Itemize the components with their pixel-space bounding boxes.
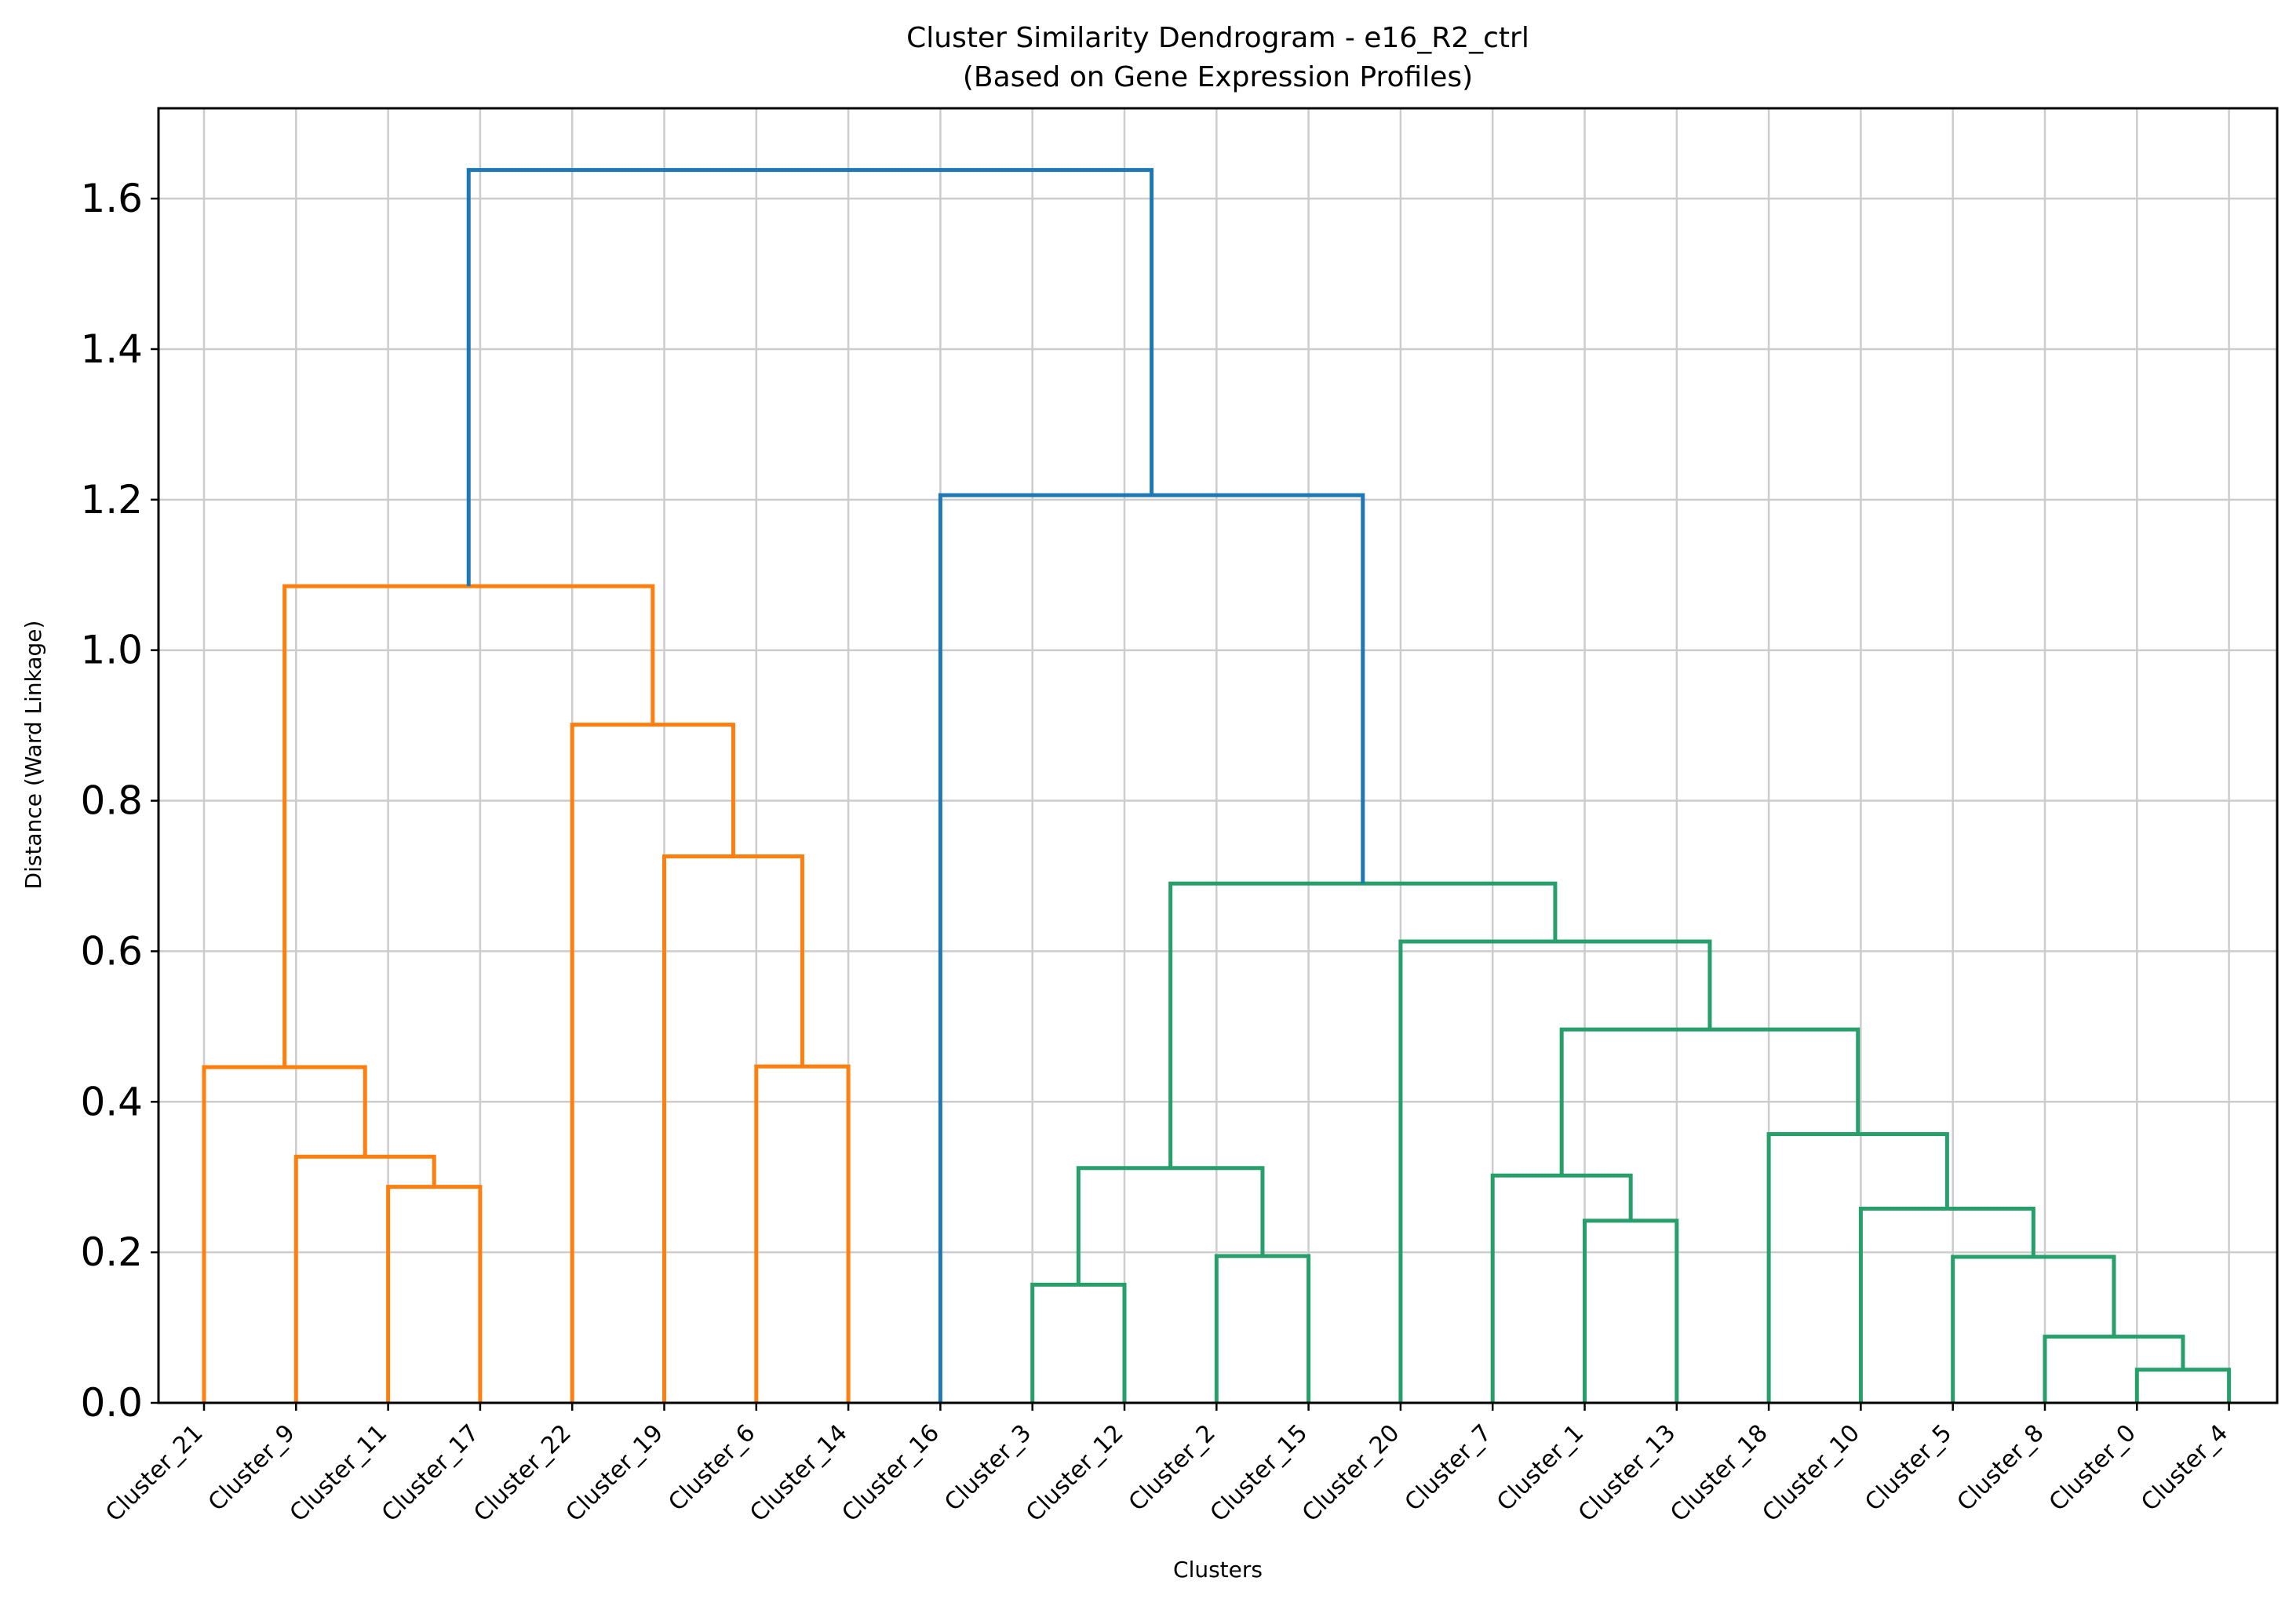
x-tick-label: Cluster_7 bbox=[1400, 1419, 1497, 1517]
x-tick-label: Cluster_13 bbox=[1573, 1419, 1682, 1528]
y-tick-label: 1.0 bbox=[80, 628, 143, 673]
y-tick-label: 0.8 bbox=[80, 778, 143, 824]
dendrogram-link-m1 bbox=[386, 1185, 483, 1403]
dendrogram-link-m2 bbox=[293, 1154, 436, 1403]
dendrogram-link-m3 bbox=[202, 1065, 367, 1403]
x-tick-label: Cluster_15 bbox=[1205, 1419, 1314, 1528]
plot-frame bbox=[157, 107, 2279, 1404]
dendrogram-link-m12 bbox=[1490, 1173, 1633, 1403]
dendrogram-link-m13 bbox=[2134, 1368, 2232, 1403]
x-tick-label: Cluster_1 bbox=[1492, 1419, 1589, 1517]
x-tick-label: Cluster_6 bbox=[663, 1419, 760, 1517]
dendrogram-link-m7 bbox=[282, 584, 655, 1068]
dendrogram-link-m20 bbox=[1168, 881, 1558, 1168]
x-tick-label: Cluster_22 bbox=[468, 1419, 577, 1528]
dendrogram-link-m15 bbox=[1951, 1255, 2116, 1403]
dendrogram-link-m16 bbox=[1858, 1207, 2035, 1403]
y-tick-label: 1.6 bbox=[80, 176, 143, 221]
x-tick-label: Cluster_18 bbox=[1665, 1419, 1773, 1528]
x-tick-label: Cluster_14 bbox=[745, 1419, 853, 1528]
chart-subtitle: (Based on Gene Expression Profiles) bbox=[963, 61, 1473, 93]
x-tick-label: Cluster_20 bbox=[1297, 1419, 1405, 1528]
dendrogram-link-m4 bbox=[754, 1064, 851, 1403]
dendrogram-link-m18 bbox=[1559, 1027, 1860, 1176]
x-tick-label: Cluster_16 bbox=[836, 1419, 945, 1528]
y-tick-label: 0.0 bbox=[80, 1380, 143, 1426]
dendrogram-links bbox=[202, 168, 2232, 1403]
y-tick-label: 1.2 bbox=[80, 477, 143, 523]
x-tick-label: Cluster_10 bbox=[1757, 1419, 1865, 1528]
dendrogram-link-m9 bbox=[1214, 1254, 1311, 1403]
y-tick-label: 0.2 bbox=[80, 1229, 143, 1275]
x-tick-label: Cluster_9 bbox=[203, 1419, 301, 1517]
x-tick-label: Cluster_11 bbox=[285, 1419, 393, 1528]
x-tick-label: Cluster_12 bbox=[1021, 1419, 1129, 1528]
dendrogram-link-m19 bbox=[1398, 939, 1712, 1403]
x-tick-label: Cluster_3 bbox=[939, 1419, 1037, 1517]
x-tick-label: Cluster_2 bbox=[1124, 1419, 1221, 1517]
x-tick-label: Cluster_0 bbox=[2044, 1419, 2141, 1517]
y-tick-label: 0.6 bbox=[80, 928, 143, 974]
dendrogram-link-m17 bbox=[1766, 1132, 1949, 1403]
dendrogram-link-m11 bbox=[1583, 1218, 1679, 1403]
dendrogram-link-m5 bbox=[662, 854, 804, 1403]
x-axis-ticks: Cluster_21Cluster_9Cluster_11Cluster_17C… bbox=[100, 1403, 2233, 1528]
dendrogram-link-m10 bbox=[1076, 1166, 1265, 1285]
y-tick-label: 0.4 bbox=[80, 1079, 143, 1124]
chart-title: Cluster Similarity Dendrogram - e16_R2_c… bbox=[906, 22, 1529, 54]
y-axis-label: Distance (Ward Linkage) bbox=[20, 621, 46, 890]
x-axis-label: Clusters bbox=[1173, 1557, 1263, 1583]
x-tick-label: Cluster_4 bbox=[2136, 1419, 2233, 1517]
x-tick-label: Cluster_19 bbox=[561, 1419, 669, 1528]
x-tick-label: Cluster_17 bbox=[377, 1419, 485, 1528]
dendrogram-link-m21 bbox=[938, 493, 1365, 1403]
y-axis-ticks: 0.0 0.2 0.4 0.6 0.8 1.0 1.2 1.4 1.6 bbox=[80, 176, 159, 1426]
dendrogram-link-m8 bbox=[1030, 1282, 1127, 1403]
x-tick-label: Cluster_8 bbox=[1952, 1419, 2050, 1517]
x-tick-label: Cluster_21 bbox=[100, 1419, 209, 1528]
dendrogram-link-m22 bbox=[466, 168, 1154, 587]
y-tick-label: 1.4 bbox=[80, 326, 143, 372]
x-tick-label: Cluster_5 bbox=[1860, 1419, 1957, 1517]
dendrogram-link-m6 bbox=[570, 723, 735, 1403]
